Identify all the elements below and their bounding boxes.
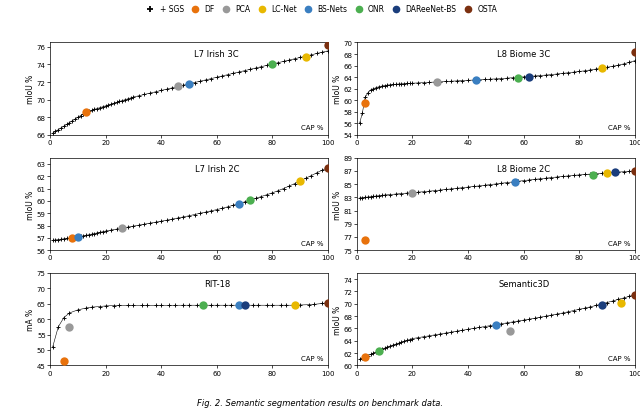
Text: Semantic3D: Semantic3D [498,280,549,289]
Text: L7 Irish 3C: L7 Irish 3C [195,50,239,59]
Y-axis label: mIoU %: mIoU % [26,190,35,219]
Text: L8 Biome 2C: L8 Biome 2C [497,165,550,174]
Text: Fig. 2. Semantic segmentation results on benchmark data.: Fig. 2. Semantic segmentation results on… [197,398,443,407]
Text: CAP %: CAP % [301,355,324,361]
Y-axis label: mIoU %: mIoU % [333,305,342,334]
Y-axis label: mIoU %: mIoU % [333,75,342,104]
Text: L7 Irish 2C: L7 Irish 2C [195,165,239,174]
Text: CAP %: CAP % [608,355,630,361]
Text: L8 Biome 3C: L8 Biome 3C [497,50,550,59]
Text: CAP %: CAP % [608,125,630,131]
Text: CAP %: CAP % [608,240,630,246]
Y-axis label: mIoU %: mIoU % [333,190,342,219]
Legend: + SGS, DF, PCA, LC-Net, BS-Nets, ONR, DAReeNet-BS, OSTA: + SGS, DF, PCA, LC-Net, BS-Nets, ONR, DA… [141,4,499,16]
Text: RIT-18: RIT-18 [204,280,230,289]
Text: CAP %: CAP % [301,240,324,246]
Text: CAP %: CAP % [301,125,324,131]
Y-axis label: mIoU %: mIoU % [26,75,35,104]
Y-axis label: mA %: mA % [26,309,35,330]
